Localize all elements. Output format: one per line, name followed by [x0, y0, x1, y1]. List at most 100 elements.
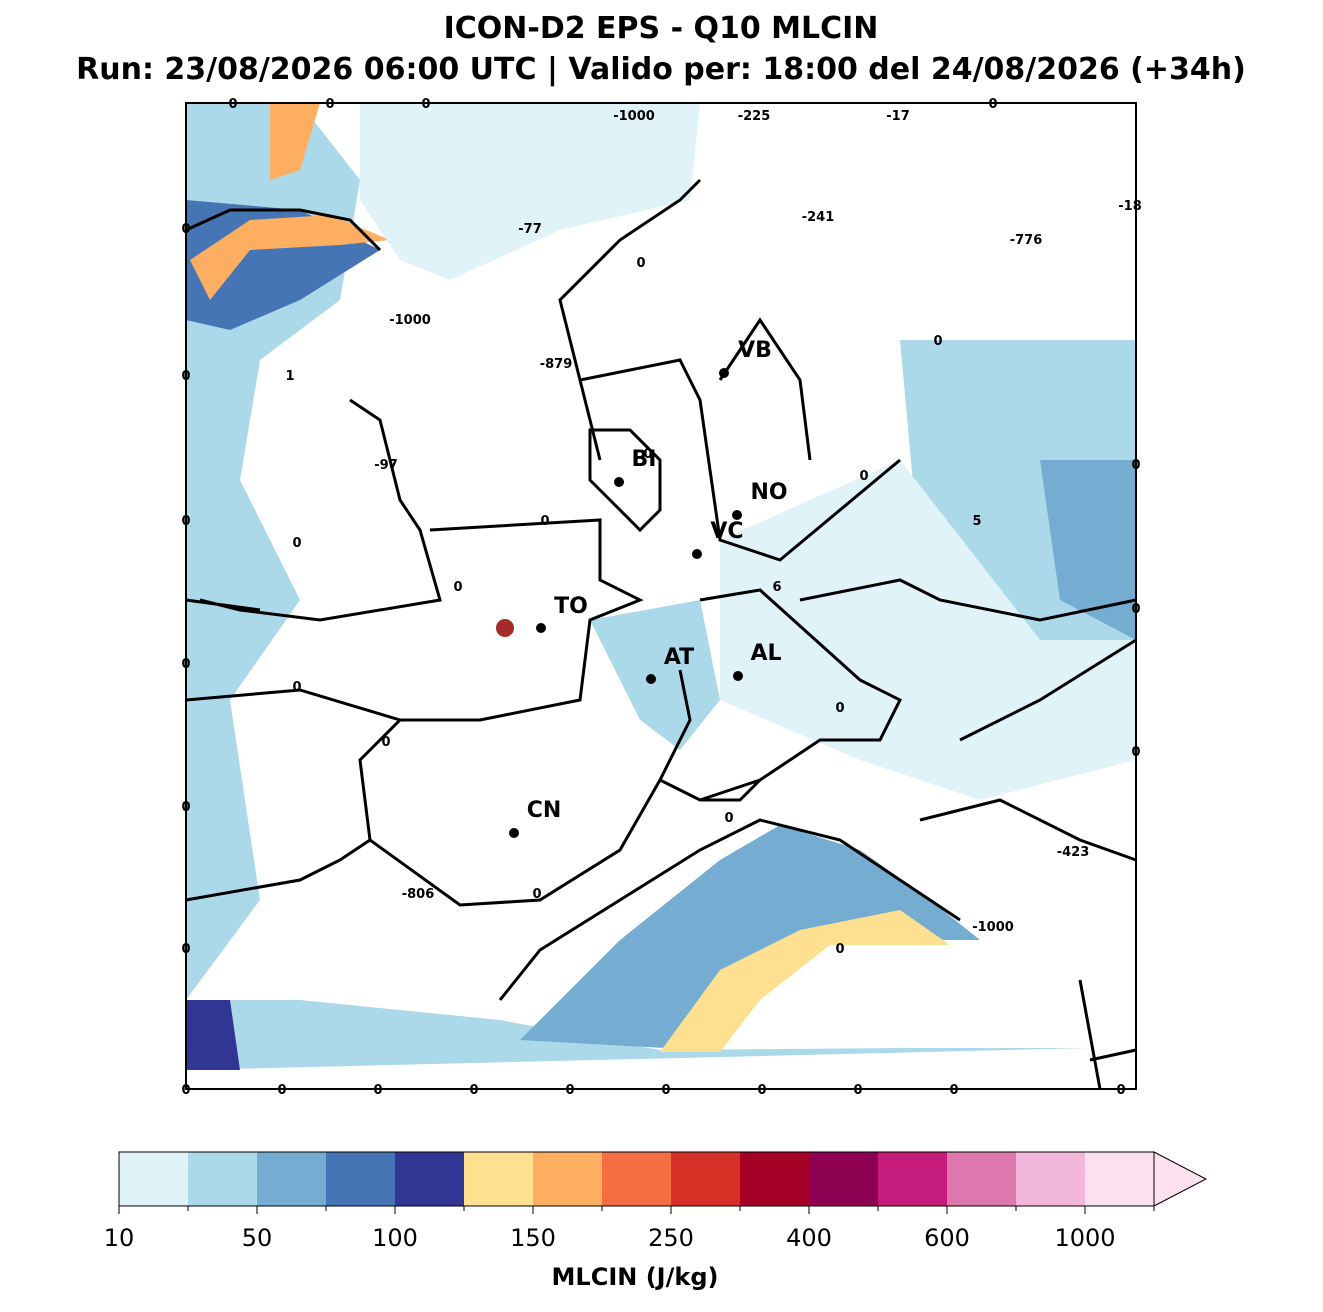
colorbar-tick-label: 10: [104, 1224, 135, 1252]
city-label: TO: [554, 594, 588, 619]
city-dot: [719, 368, 729, 378]
alps-field: [190, 215, 390, 300]
contour-label: 6: [772, 580, 781, 595]
lombardy-field: [1040, 460, 1136, 640]
colorbar-cell: [326, 1152, 395, 1206]
labels: VB BI NO VC TO AT AL CN 0 0 0 -1000 -225 -17 0 0 -77 -241…: [181, 97, 1141, 1098]
colorbar-label: MLCIN (J/kg): [552, 1263, 719, 1291]
contour-label: -879: [540, 357, 573, 372]
colorbar-cell: [395, 1152, 464, 1206]
contour-label: -776: [1010, 233, 1043, 248]
contour-label: 0: [859, 469, 868, 484]
contour-label: -1000: [389, 313, 431, 328]
colorbar-cell: [740, 1152, 809, 1206]
ligurian-field: [660, 910, 950, 1052]
contour-label: 0: [381, 735, 390, 750]
colorbar-extension: [1153, 1151, 1208, 1207]
coast-field: [186, 1000, 1090, 1070]
colorbar-cell: [533, 1152, 602, 1206]
city-dot: [692, 549, 702, 559]
city-dot: [614, 477, 624, 487]
contour-label: 0: [181, 942, 190, 957]
contour-label: 0: [565, 1083, 574, 1098]
colorbar-cell: [464, 1152, 533, 1206]
contour-label: 0: [949, 1083, 958, 1098]
contour-label: 0: [292, 536, 301, 551]
contour-label: 0: [181, 222, 190, 237]
contour-label: -241: [802, 210, 835, 225]
contour-label: 0: [421, 97, 430, 112]
map-frame: [185, 102, 1137, 1090]
city-label: AL: [750, 641, 781, 666]
contour-label: -77: [518, 222, 542, 237]
contour-label: 0: [724, 811, 733, 826]
colorbar-tick-label: 1000: [1054, 1224, 1115, 1252]
colorbar-cell: [947, 1152, 1016, 1206]
colorbar-tick-label: 600: [924, 1224, 970, 1252]
contour-label: 5: [972, 514, 981, 529]
contour-label: 0: [643, 447, 652, 462]
ligurian-field: [520, 825, 980, 1050]
coast-field: [186, 1000, 240, 1070]
contour-label: 0: [181, 657, 190, 672]
contour-label: -225: [738, 109, 771, 124]
plain-field: [720, 460, 1136, 800]
contour-label: -423: [1057, 845, 1090, 860]
contour-label: 0: [1131, 745, 1140, 760]
contour-label: 0: [1116, 1083, 1125, 1098]
colorbar-cell: [188, 1152, 257, 1206]
contour-label: 0: [636, 256, 645, 271]
colorbar-cell: [257, 1152, 326, 1206]
contour-label: 0: [181, 514, 190, 529]
colorbar-cell: [1016, 1152, 1085, 1206]
colorbar-tick-label: 400: [786, 1224, 832, 1252]
colorbar-tick-label: 150: [510, 1224, 556, 1252]
swiss-field: [360, 103, 700, 280]
contour-label: -97: [374, 458, 398, 473]
city-dot: [509, 828, 519, 838]
contour-label: -1000: [972, 920, 1014, 935]
contour-label: -1000: [613, 109, 655, 124]
alps-field: [270, 103, 320, 180]
contour-label: 0: [228, 97, 237, 112]
map: [185, 102, 1137, 1090]
colorbar: 10 50 100 150 250 400 600 1000 MLCIN (J/kg): [104, 1151, 1208, 1291]
city-dot: [536, 623, 546, 633]
contour-label: 0: [469, 1083, 478, 1098]
colorbar-outline: [118, 1151, 1155, 1207]
city-label: BI: [632, 447, 657, 472]
contour-label: 0: [1131, 458, 1140, 473]
contour-label: 0: [453, 580, 462, 595]
colorbar-cell: [809, 1152, 878, 1206]
colorbar-cell: [1085, 1152, 1154, 1206]
contour-label: 0: [933, 334, 942, 349]
city-label: AT: [664, 645, 694, 670]
contour-label: 0: [853, 1083, 862, 1098]
contour-label: 1: [285, 369, 294, 384]
contour-label: 0: [988, 97, 997, 112]
colorbar-cell: [602, 1152, 671, 1206]
contour-label: -18: [1118, 199, 1142, 214]
city-label: VB: [738, 338, 772, 363]
subtitle: Run: 23/08/2026 06:00 UTC | Valido per: …: [76, 52, 1246, 87]
contour-label: 0: [757, 1083, 766, 1098]
colorbar-cell: [878, 1152, 947, 1206]
colorbar-cell: [671, 1152, 740, 1206]
contour-label: -17: [886, 109, 910, 124]
contour-label: 0: [835, 942, 844, 957]
title: ICON-D2 EPS - Q10 MLCIN: [444, 11, 879, 46]
contour-label: 0: [325, 97, 334, 112]
contour-label: 0: [1131, 602, 1140, 617]
contour-label: 0: [181, 369, 190, 384]
contour-label: 0: [532, 887, 541, 902]
colorbar-tick-label: 250: [648, 1224, 694, 1252]
colorbar-cell: [119, 1152, 188, 1206]
contour-label: 0: [373, 1083, 382, 1098]
city-label: NO: [750, 480, 787, 505]
city-label: VC: [710, 519, 743, 544]
city-dot: [733, 671, 743, 681]
city-dot: [732, 510, 742, 520]
city-label: CN: [527, 798, 562, 823]
contour-label: 0: [835, 701, 844, 716]
